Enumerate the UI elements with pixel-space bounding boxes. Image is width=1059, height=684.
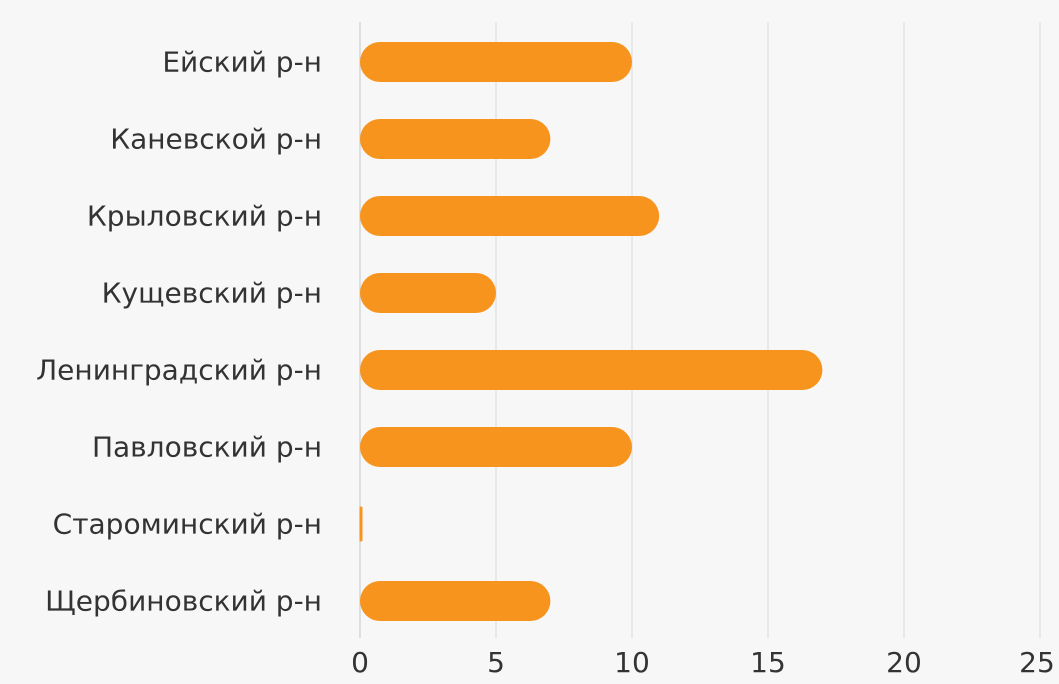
- x-tick-label-25: 25: [1019, 646, 1055, 679]
- category-label: Павловский р-н: [92, 431, 322, 464]
- x-tick-label-15: 15: [750, 646, 786, 679]
- x-tick-label-10: 10: [614, 646, 650, 679]
- x-tick-labels: 0 5 10 15 20 25: [351, 646, 1055, 679]
- bars: [359, 42, 823, 621]
- category-label: Крыловский р-н: [87, 200, 322, 233]
- x-tick-label-5: 5: [487, 646, 505, 679]
- gridlines: [359, 22, 1041, 638]
- category-label: Ейский р-н: [162, 46, 322, 79]
- category-label: Староминский р-н: [53, 508, 322, 541]
- category-labels: Ейский р-н Каневской р-н Крыловский р-н Кущ…: [36, 46, 322, 618]
- x-tick-label-0: 0: [351, 646, 369, 679]
- category-label: Ленинградский р-н: [36, 354, 322, 387]
- category-label: Щербиновский р-н: [45, 585, 322, 618]
- x-tick-label-20: 20: [886, 646, 922, 679]
- category-label: Кущевский р-н: [102, 277, 322, 310]
- category-label: Каневской р-н: [110, 123, 322, 156]
